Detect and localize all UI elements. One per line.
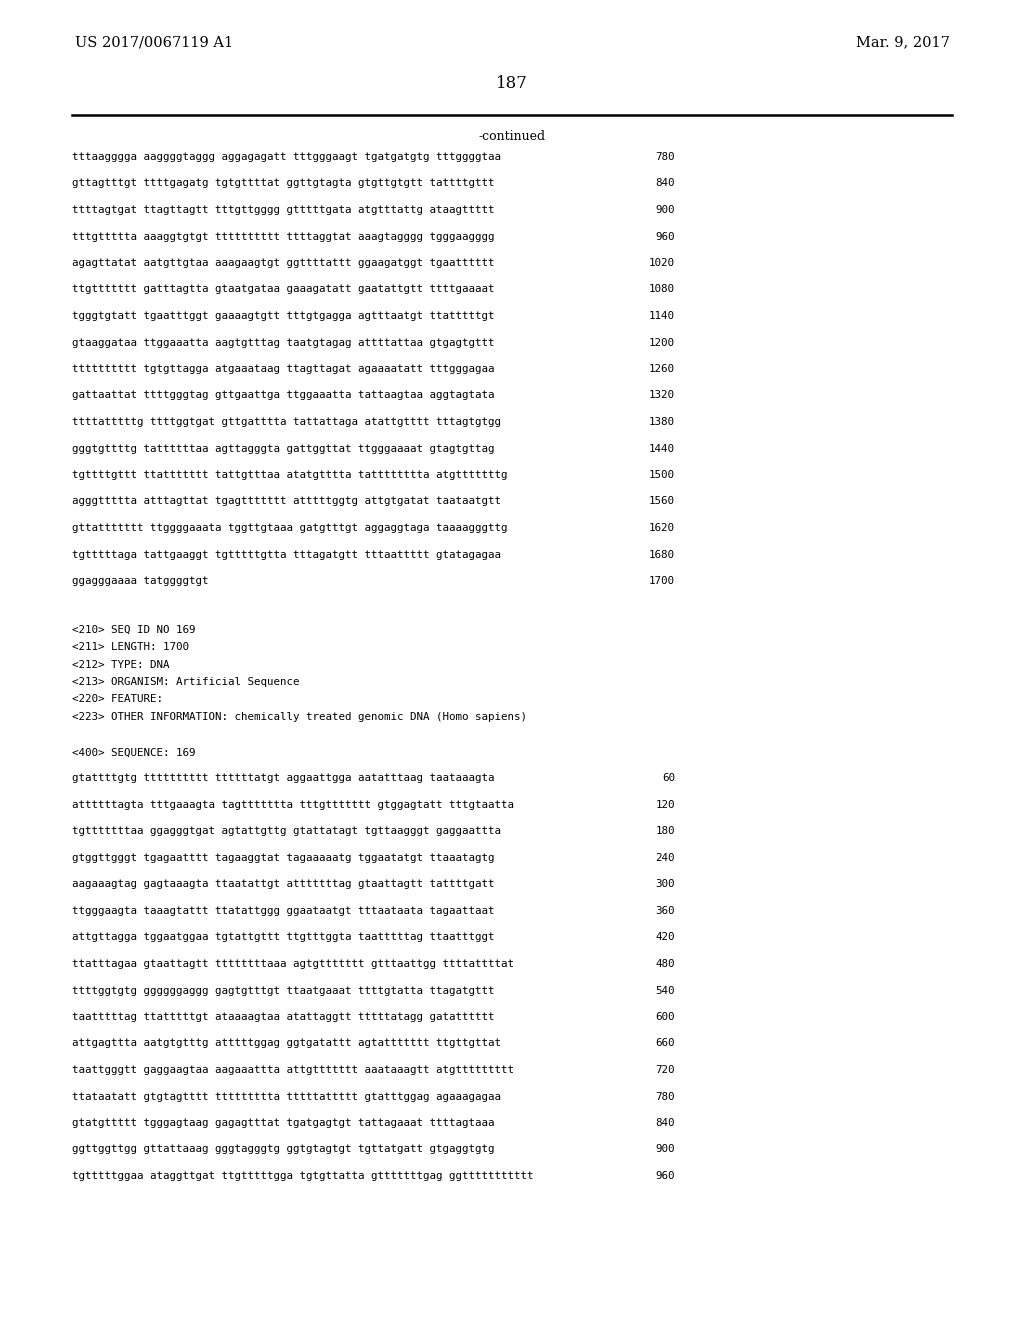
Text: 60: 60 [662, 774, 675, 784]
Text: tgtttttttaa ggagggtgat agtattgttg gtattatagt tgttaagggt gaggaattta: tgtttttttaa ggagggtgat agtattgttg gtatta… [72, 826, 501, 837]
Text: US 2017/0067119 A1: US 2017/0067119 A1 [75, 36, 233, 49]
Text: 1700: 1700 [649, 576, 675, 586]
Text: 780: 780 [655, 152, 675, 162]
Text: 1680: 1680 [649, 549, 675, 560]
Text: Mar. 9, 2017: Mar. 9, 2017 [856, 36, 950, 49]
Text: 180: 180 [655, 826, 675, 837]
Text: 900: 900 [655, 1144, 675, 1155]
Text: 1140: 1140 [649, 312, 675, 321]
Text: gattaattat ttttgggtag gttgaattga ttggaaatta tattaagtaa aggtagtata: gattaattat ttttgggtag gttgaattga ttggaaa… [72, 391, 495, 400]
Text: 1560: 1560 [649, 496, 675, 507]
Text: <223> OTHER INFORMATION: chemically treated genomic DNA (Homo sapiens): <223> OTHER INFORMATION: chemically trea… [72, 711, 527, 722]
Text: taattgggtt gaggaagtaa aagaaattta attgttttttt aaataaagtt atgttttttttt: taattgggtt gaggaagtaa aagaaattta attgttt… [72, 1065, 514, 1074]
Text: 1260: 1260 [649, 364, 675, 374]
Text: ttgggaagta taaagtattt ttatattggg ggaataatgt tttaataata tagaattaat: ttgggaagta taaagtattt ttatattggg ggaataa… [72, 906, 495, 916]
Text: 540: 540 [655, 986, 675, 995]
Text: gtattttgtg tttttttttt ttttttatgt aggaattgga aatatttaag taataaagta: gtattttgtg tttttttttt ttttttatgt aggaatt… [72, 774, 495, 784]
Text: agagttatat aatgttgtaa aaagaagtgt ggttttattt ggaagatggt tgaatttttt: agagttatat aatgttgtaa aaagaagtgt ggtttta… [72, 257, 495, 268]
Text: taatttttag ttatttttgt ataaaagtaa atattaggtt tttttatagg gatatttttt: taatttttag ttatttttgt ataaaagtaa atattag… [72, 1012, 495, 1022]
Text: 600: 600 [655, 1012, 675, 1022]
Text: 1200: 1200 [649, 338, 675, 347]
Text: 840: 840 [655, 1118, 675, 1129]
Text: 660: 660 [655, 1039, 675, 1048]
Text: 187: 187 [496, 75, 528, 92]
Text: 1500: 1500 [649, 470, 675, 480]
Text: ttgttttttt gatttagtta gtaatgataa gaaagatatt gaatattgtt ttttgaaaat: ttgttttttt gatttagtta gtaatgataa gaaagat… [72, 285, 495, 294]
Text: <212> TYPE: DNA: <212> TYPE: DNA [72, 660, 170, 669]
Text: tgtttttaga tattgaaggt tgtttttgtta tttagatgtt tttaattttt gtatagagaa: tgtttttaga tattgaaggt tgtttttgtta tttaga… [72, 549, 501, 560]
Text: 1080: 1080 [649, 285, 675, 294]
Text: attttttagta tttgaaagta tagttttttta tttgttttttt gtggagtatt tttgtaatta: attttttagta tttgaaagta tagttttttta tttgt… [72, 800, 514, 810]
Text: <220> FEATURE:: <220> FEATURE: [72, 694, 163, 705]
Text: tttaagggga aaggggtaggg aggagagatt tttgggaagt tgatgatgtg tttggggtaa: tttaagggga aaggggtaggg aggagagatt tttggg… [72, 152, 501, 162]
Text: attgttagga tggaatggaa tgtattgttt ttgtttggta taatttttag ttaatttggt: attgttagga tggaatggaa tgtattgttt ttgtttg… [72, 932, 495, 942]
Text: 1380: 1380 [649, 417, 675, 426]
Text: 240: 240 [655, 853, 675, 863]
Text: ggttggttgg gttattaaag gggtagggtg ggtgtagtgt tgttatgatt gtgaggtgtg: ggttggttgg gttattaaag gggtagggtg ggtgtag… [72, 1144, 495, 1155]
Text: tgttttgttt ttattttttt tattgtttaa atatgtttta tatttttttta atgtttttttg: tgttttgttt ttattttttt tattgtttaa atatgtt… [72, 470, 508, 480]
Text: gttattttttt ttggggaaata tggttgtaaa gatgtttgt aggaggtaga taaaagggttg: gttattttttt ttggggaaata tggttgtaaa gatgt… [72, 523, 508, 533]
Text: 840: 840 [655, 178, 675, 189]
Text: gtggttgggt tgagaatttt tagaaggtat tagaaaaatg tggaatatgt ttaaatagtg: gtggttgggt tgagaatttt tagaaggtat tagaaaa… [72, 853, 495, 863]
Text: 420: 420 [655, 932, 675, 942]
Text: aagaaagtag gagtaaagta ttaatattgt atttttttag gtaattagtt tattttgatt: aagaaagtag gagtaaagta ttaatattgt atttttt… [72, 879, 495, 890]
Text: 1620: 1620 [649, 523, 675, 533]
Text: 1440: 1440 [649, 444, 675, 454]
Text: attgagttta aatgtgtttg atttttggag ggtgatattt agtattttttt ttgttgttat: attgagttta aatgtgtttg atttttggag ggtgata… [72, 1039, 501, 1048]
Text: <213> ORGANISM: Artificial Sequence: <213> ORGANISM: Artificial Sequence [72, 677, 299, 686]
Text: agggttttta atttagttat tgagttttttt atttttggtg attgtgatat taataatgtt: agggttttta atttagttat tgagttttttt attttt… [72, 496, 501, 507]
Text: -continued: -continued [478, 129, 546, 143]
Text: <210> SEQ ID NO 169: <210> SEQ ID NO 169 [72, 624, 196, 635]
Text: 1020: 1020 [649, 257, 675, 268]
Text: gtaaggataa ttggaaatta aagtgtttag taatgtagag attttattaa gtgagtgttt: gtaaggataa ttggaaatta aagtgtttag taatgta… [72, 338, 495, 347]
Text: 780: 780 [655, 1092, 675, 1101]
Text: tgggtgtatt tgaatttggt gaaaagtgtt tttgtgagga agtttaatgt ttatttttgt: tgggtgtatt tgaatttggt gaaaagtgtt tttgtga… [72, 312, 495, 321]
Text: ttttatttttg ttttggtgat gttgatttta tattattaga atattgtttt tttagtgtgg: ttttatttttg ttttggtgat gttgatttta tattat… [72, 417, 501, 426]
Text: 360: 360 [655, 906, 675, 916]
Text: 960: 960 [655, 1171, 675, 1181]
Text: tttttttttt tgtgttagga atgaaataag ttagttagat agaaaatatt tttgggagaa: tttttttttt tgtgttagga atgaaataag ttagtta… [72, 364, 495, 374]
Text: 1320: 1320 [649, 391, 675, 400]
Text: 300: 300 [655, 879, 675, 890]
Text: 960: 960 [655, 231, 675, 242]
Text: tttgttttta aaaggtgtgt tttttttttt ttttaggtat aaagtagggg tgggaagggg: tttgttttta aaaggtgtgt tttttttttt ttttagg… [72, 231, 495, 242]
Text: ttataatatt gtgtagtttt ttttttttta tttttattttt gtatttggag agaaagagaa: ttataatatt gtgtagtttt ttttttttta tttttat… [72, 1092, 501, 1101]
Text: <400> SEQUENCE: 169: <400> SEQUENCE: 169 [72, 747, 196, 758]
Text: 480: 480 [655, 960, 675, 969]
Text: gtatgttttt tgggagtaag gagagtttat tgatgagtgt tattagaaat ttttagtaaa: gtatgttttt tgggagtaag gagagtttat tgatgag… [72, 1118, 495, 1129]
Text: ttatttagaa gtaattagtt ttttttttaaa agtgttttttt gtttaattgg ttttattttat: ttatttagaa gtaattagtt ttttttttaaa agtgtt… [72, 960, 514, 969]
Text: tgtttttggaa ataggttgat ttgtttttgga tgtgttatta gtttttttgag ggttttttttttt: tgtttttggaa ataggttgat ttgtttttgga tgtgt… [72, 1171, 534, 1181]
Text: gggtgttttg tattttttaa agttagggta gattggttat ttgggaaaat gtagtgttag: gggtgttttg tattttttaa agttagggta gattggt… [72, 444, 495, 454]
Text: ggagggaaaa tatggggtgt: ggagggaaaa tatggggtgt [72, 576, 209, 586]
Text: ttttagtgat ttagttagtt tttgttgggg gtttttgata atgtttattg ataagttttt: ttttagtgat ttagttagtt tttgttgggg gtttttg… [72, 205, 495, 215]
Text: <211> LENGTH: 1700: <211> LENGTH: 1700 [72, 642, 189, 652]
Text: 900: 900 [655, 205, 675, 215]
Text: 720: 720 [655, 1065, 675, 1074]
Text: gttagtttgt ttttgagatg tgtgttttat ggttgtagta gtgttgtgtt tattttgttt: gttagtttgt ttttgagatg tgtgttttat ggttgta… [72, 178, 495, 189]
Text: 120: 120 [655, 800, 675, 810]
Text: ttttggtgtg ggggggaggg gagtgtttgt ttaatgaaat ttttgtatta ttagatgttt: ttttggtgtg ggggggaggg gagtgtttgt ttaatga… [72, 986, 495, 995]
